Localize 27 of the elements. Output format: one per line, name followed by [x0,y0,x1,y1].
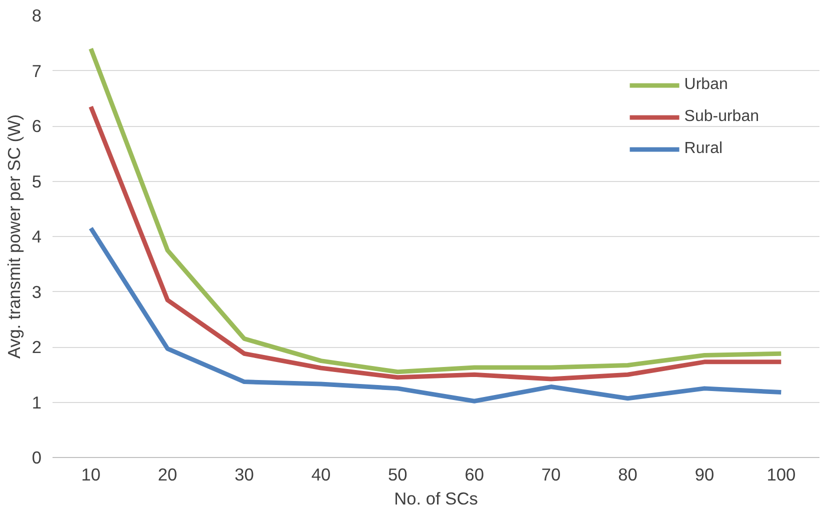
y-tick-label: 0 [32,448,42,468]
x-tick-label: 10 [81,464,100,484]
y-axis-title: Avg. transmit power per SC (W) [4,114,24,359]
line-series [88,46,784,374]
x-tick-label: 60 [464,464,484,484]
y-tick-label: 4 [32,226,42,246]
x-tick-label: 30 [234,464,254,484]
y-tick-label: 2 [32,337,42,357]
x-tick-label: 50 [388,464,408,484]
x-tick-label: 90 [694,464,714,484]
y-tick-label: 8 [32,6,42,26]
y-tick-label: 6 [32,116,42,136]
legend-label: Urban [684,76,728,94]
legend-label: Sub-urban [684,108,759,126]
x-axis-title: No. of SCs [394,488,478,508]
line-series [88,226,784,404]
y-tick-label: 5 [32,171,42,192]
line-series [88,104,784,382]
x-tick-label: 20 [158,464,178,484]
y-tick-label: 3 [32,282,42,302]
y-tick-label: 7 [32,60,42,81]
legend-label: Rural [684,140,723,158]
x-tick-label: 80 [618,464,638,484]
y-tick-label: 1 [32,392,42,412]
x-tick-label: 70 [541,464,561,484]
x-tick-label: 40 [311,464,331,484]
x-tick-label: 100 [766,464,796,484]
